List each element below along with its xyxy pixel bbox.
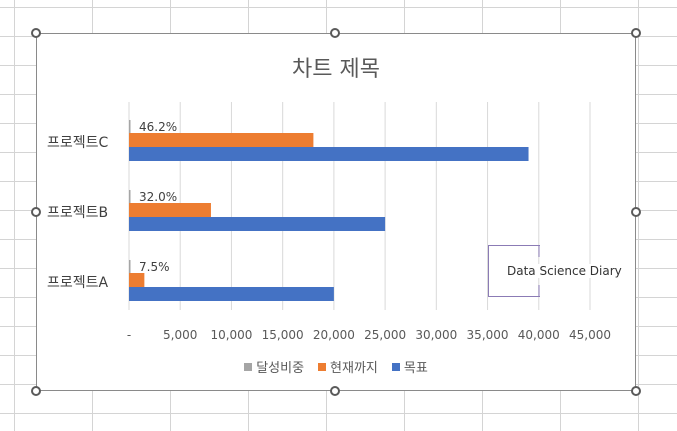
x-tick-label: 45,000: [569, 328, 611, 342]
bar-target: [129, 287, 334, 301]
x-tick-label: 20,000: [313, 328, 355, 342]
legend[interactable]: 달성비중 현재까지 목표: [37, 357, 635, 376]
bar-target: [129, 147, 529, 161]
bar-achievement: [129, 260, 131, 273]
resize-handle-bottom-right[interactable]: [631, 386, 641, 396]
data-label: 46.2%: [139, 120, 177, 134]
legend-item-achievement[interactable]: 달성비중: [244, 357, 304, 376]
chart-title[interactable]: 차트 제목: [292, 57, 380, 82]
x-tick-label: 30,000: [415, 328, 457, 342]
resize-handle-bottom-left[interactable]: [31, 386, 41, 396]
watermark-frame-corner: [538, 245, 540, 297]
x-tick-label: 10,000: [210, 328, 252, 342]
plot-area[interactable]: - 5,000 10,000 15,000 20,000 25,000 30,000 35,0…: [37, 34, 635, 390]
resize-handle-middle-left[interactable]: [31, 207, 41, 217]
legend-item-current[interactable]: 현재까지: [318, 357, 378, 376]
watermark-frame: [488, 245, 540, 297]
x-tick-label: 25,000: [364, 328, 406, 342]
resize-handle-bottom-center[interactable]: [330, 386, 340, 396]
bar-current: [129, 203, 211, 217]
legend-swatch-blue: [391, 362, 400, 371]
legend-swatch-gray: [244, 362, 253, 371]
chart-area[interactable]: 차트 제목 - 5,000 10,000 15,000 20,000 25,000 30,0…: [36, 33, 636, 391]
bar-current: [129, 133, 314, 147]
x-tick-label: 15,000: [262, 328, 304, 342]
bar-achievement: [129, 120, 131, 133]
bar-target: [129, 217, 386, 231]
bar-achievement: [129, 190, 131, 203]
category-label-a: 프로젝트A: [47, 275, 109, 291]
x-tick-label: 40,000: [518, 328, 560, 342]
x-tick-label: -: [127, 328, 131, 342]
x-tick-label: 35,000: [467, 328, 509, 342]
resize-handle-top-right[interactable]: [631, 28, 641, 38]
data-label: 7.5%: [139, 260, 170, 274]
resize-handle-top-center[interactable]: [330, 28, 340, 38]
category-label-b: 프로젝트B: [47, 205, 109, 221]
x-tick-label: 5,000: [163, 328, 197, 342]
legend-swatch-orange: [318, 362, 327, 371]
legend-label: 목표: [403, 361, 428, 376]
data-label: 32.0%: [139, 190, 177, 204]
legend-label: 현재까지: [330, 361, 378, 376]
legend-label: 달성비중: [256, 361, 305, 376]
resize-handle-top-left[interactable]: [31, 28, 41, 38]
legend-item-target[interactable]: 목표: [391, 357, 428, 376]
category-label-c: 프로젝트C: [47, 135, 109, 151]
resize-handle-middle-right[interactable]: [631, 207, 641, 217]
watermark-text: Data Science Diary: [505, 264, 624, 278]
bar-current: [129, 273, 145, 287]
